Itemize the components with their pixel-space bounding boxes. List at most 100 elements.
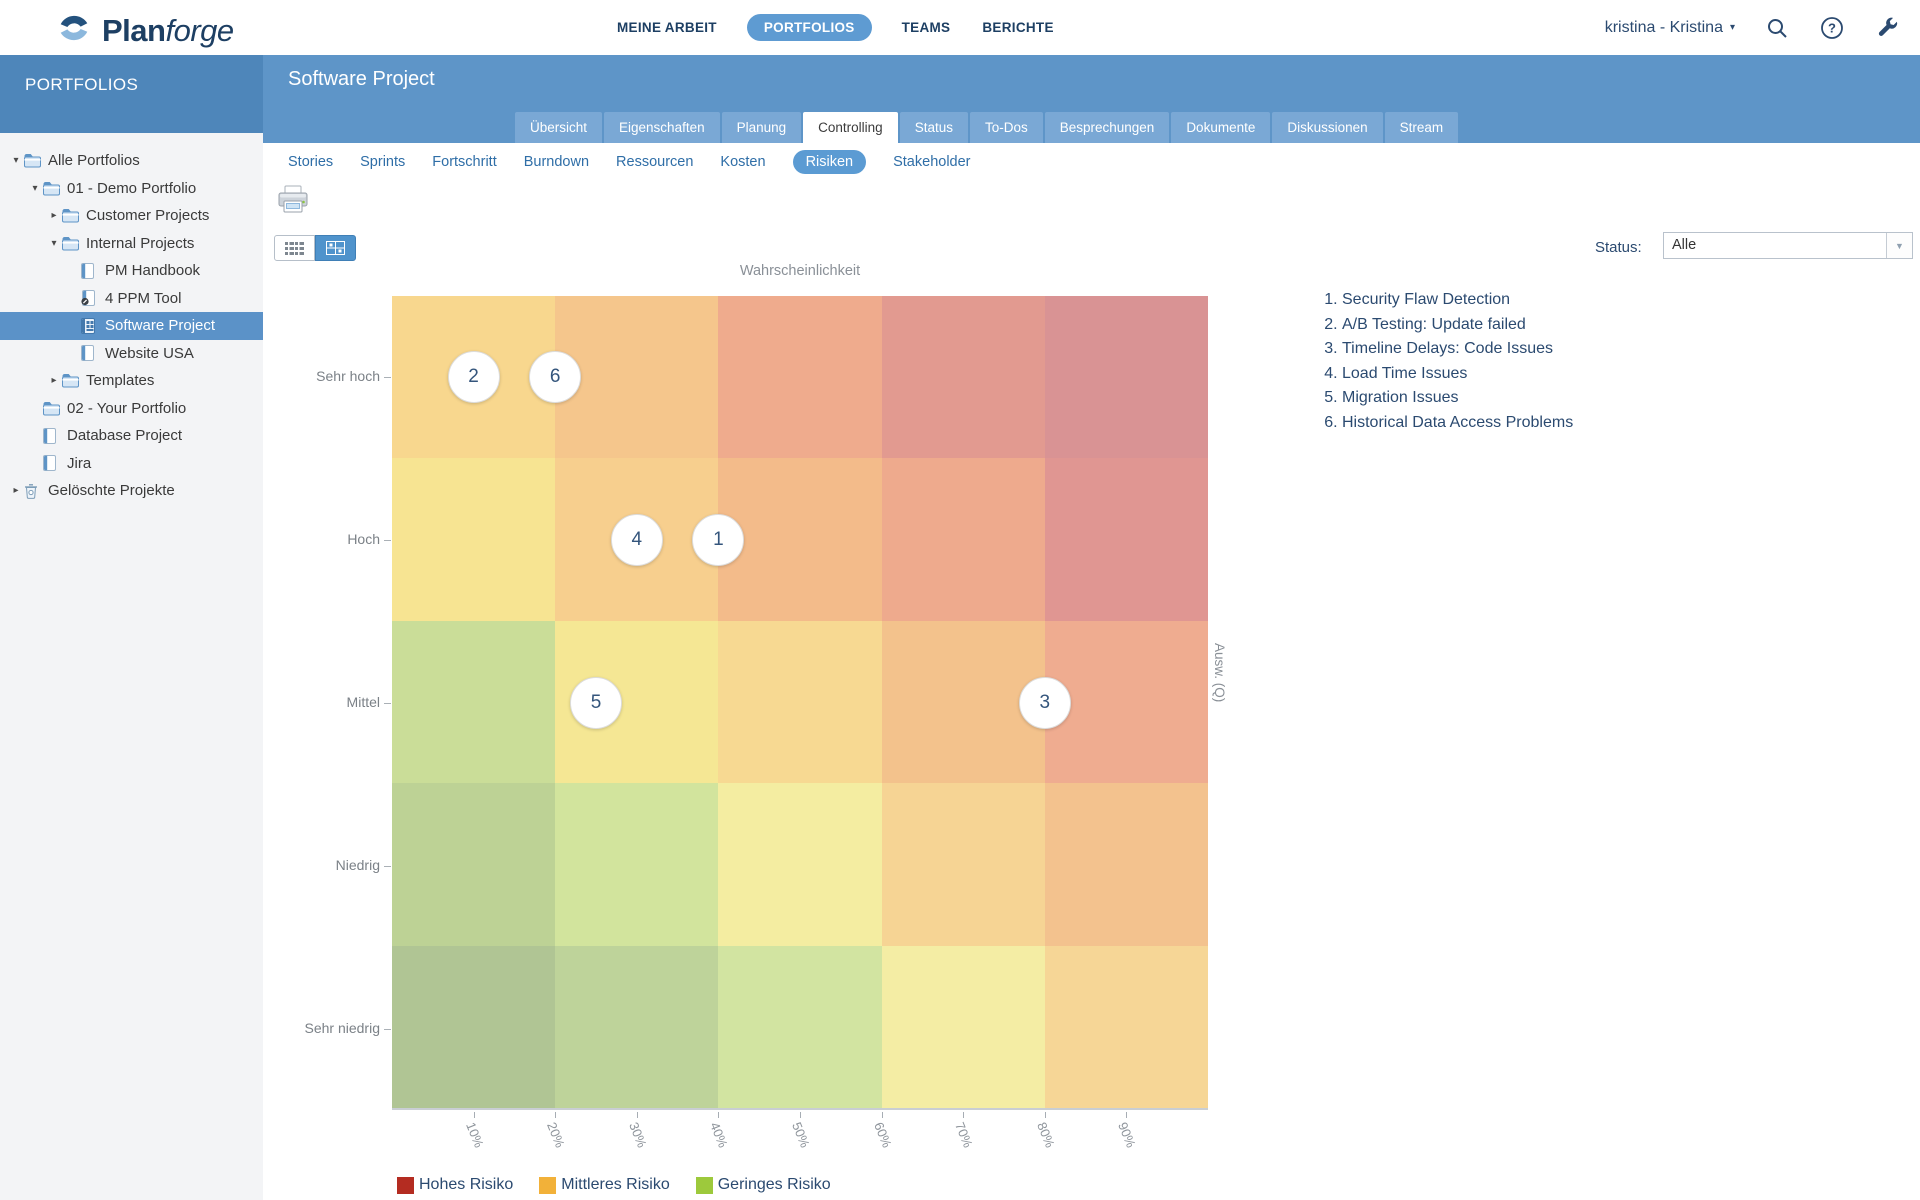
main-layout: PORTFOLIOS ▾ Alle Portfolios ▾ 01 - Demo Po…: [0, 55, 1920, 1200]
status-filter-dropdown[interactable]: Alle ▼: [1663, 232, 1913, 259]
matrix-cell-r5c1: [392, 945, 556, 1108]
tab-besprechungen[interactable]: Besprechungen: [1044, 112, 1170, 143]
top-nav-meine-arbeit[interactable]: MEINE ARBEIT: [617, 20, 717, 35]
user-menu[interactable]: kristina - Kristina ▾: [1605, 19, 1735, 37]
tree-item-customer-projects[interactable]: ▸ Customer Projects: [0, 202, 263, 230]
tree-item-database-project[interactable]: Database Project: [0, 422, 263, 450]
risk-bubble-5[interactable]: 5: [570, 677, 622, 729]
portfolio-tree: ▾ Alle Portfolios ▾ 01 - Demo Portfolio ▸ Cus…: [0, 133, 263, 505]
tree-arrow-expanded-icon[interactable]: ▾: [32, 182, 38, 194]
tree-arrow-collapsed-icon[interactable]: ▸: [51, 210, 57, 222]
matrix-cell-r3c5: [1044, 620, 1208, 784]
matrix-cell-r2c3: [718, 458, 882, 621]
tree-item-4-ppm-tool[interactable]: 4 PPM Tool: [0, 285, 263, 313]
top-nav-teams[interactable]: TEAMS: [901, 20, 951, 35]
legend-swatch: [539, 1176, 557, 1194]
y-tick: [384, 865, 391, 867]
search-icon[interactable]: [1764, 15, 1790, 41]
matrix-cell-r2c4: [881, 458, 1045, 621]
top-nav: MEINE ARBEIT PORTFOLIOS TEAMS BERICHTE: [615, 0, 1056, 55]
content-header: Software Project Übersicht Eigenschaften P…: [263, 55, 1920, 143]
tab-diskussionen[interactable]: Diskussionen: [1272, 112, 1383, 143]
risk-bubble-4[interactable]: 4: [610, 514, 663, 567]
tree-arrow-collapsed-icon[interactable]: ▸: [51, 375, 57, 387]
risk-list: Security Flaw Detection A/B Testing: Upda…: [1315, 290, 1573, 437]
tree-item-internal-projects[interactable]: ▾ Internal Projects: [0, 230, 263, 258]
y-label-niedrig: Niedrig: [335, 856, 380, 873]
tree-item-02-your-portfolio[interactable]: 02 - Your Portfolio: [0, 395, 263, 423]
legend: Hohes Risiko Mittleres Risiko Geringes Ris…: [397, 1176, 831, 1194]
tree-item-jira[interactable]: Jira: [0, 450, 263, 478]
top-nav-portfolios[interactable]: PORTFOLIOS: [746, 14, 872, 41]
y-label-sehr-hoch: Sehr hoch: [316, 368, 380, 385]
top-nav-berichte[interactable]: BERICHTE: [982, 20, 1054, 35]
subtab-sprints[interactable]: Sprints: [360, 154, 406, 170]
tab-eigenschaften[interactable]: Eigenschaften: [604, 112, 720, 143]
print-button[interactable]: [273, 183, 313, 217]
matrix-cell-r4c1: [392, 783, 556, 946]
page-title: Software Project: [288, 68, 435, 90]
list-view-button[interactable]: [274, 235, 315, 261]
risk-bubble-2[interactable]: 2: [447, 351, 500, 404]
x-tick: [555, 1112, 557, 1118]
tree-arrow-expanded-icon[interactable]: ▾: [51, 237, 57, 249]
risk-matrix: 1 2 3 4 5 6: [392, 296, 1208, 1110]
matrix-cell-r4c2: [555, 783, 719, 946]
tree-item-label: Website USA: [105, 344, 194, 362]
tree-item-geloschte-projekte[interactable]: ▸ Gelöschte Projekte: [0, 477, 263, 505]
tree-arrow-collapsed-icon[interactable]: ▸: [13, 485, 19, 497]
tab-status[interactable]: Status: [899, 112, 968, 143]
subtab-stakeholder[interactable]: Stakeholder: [893, 154, 971, 170]
tree-item-website-usa[interactable]: Website USA: [0, 340, 263, 368]
tab-stream[interactable]: Stream: [1384, 112, 1459, 143]
tree-item-label: 01 - Demo Portfolio: [67, 179, 197, 197]
planforge-logo-icon: [55, 9, 93, 52]
legend-label: Hohes Risiko: [419, 1176, 514, 1193]
planforge-logo[interactable]: Planforge: [55, 9, 234, 52]
y-label-sehr-niedrig: Sehr niedrig: [304, 1019, 381, 1036]
x-tick-label-50: 50%: [789, 1120, 813, 1150]
tree-arrow-expanded-icon[interactable]: ▾: [13, 155, 19, 167]
subtab-stories[interactable]: Stories: [288, 154, 334, 170]
x-tick: [800, 1112, 801, 1118]
subtab-ressourcen[interactable]: Ressourcen: [616, 154, 694, 170]
subtab-fortschritt[interactable]: Fortschritt: [432, 154, 497, 170]
matrix-cell-r4c5: [1044, 783, 1208, 946]
tree-item-label: Database Project: [67, 427, 183, 445]
matrix-view-button[interactable]: [315, 235, 356, 261]
x-tick-label-40: 40%: [707, 1120, 732, 1150]
x-tick: [636, 1112, 638, 1118]
sidebar: PORTFOLIOS ▾ Alle Portfolios ▾ 01 - Demo Po…: [0, 55, 263, 1200]
x-tick: [1126, 1112, 1128, 1118]
project-open-icon: [81, 317, 102, 334]
folder-icon: [24, 153, 45, 168]
dropdown-arrow-icon[interactable]: ▼: [1886, 233, 1912, 258]
legend-label: Geringes Risiko: [717, 1176, 831, 1193]
subtab-kosten[interactable]: Kosten: [720, 154, 766, 170]
x-tick: [881, 1112, 883, 1118]
x-axis-title: Wahrscheinlichkeit: [739, 263, 861, 279]
risk-bubble-1[interactable]: 1: [692, 514, 745, 567]
project-icon: [43, 427, 64, 444]
tab-dokumente[interactable]: Dokumente: [1171, 112, 1271, 143]
subtab-risiken[interactable]: Risiken: [792, 150, 867, 174]
tree-item-pm-handbook[interactable]: PM Handbook: [0, 257, 263, 285]
tab-ubersicht[interactable]: Übersicht: [515, 112, 603, 143]
x-tick: [718, 1112, 720, 1118]
subtab-bar: Stories Sprints Fortschritt Burndown Ressour…: [263, 143, 1920, 181]
matrix-view-icon: [326, 241, 345, 255]
risk-bubble-3[interactable]: 3: [1018, 677, 1071, 729]
legend-label: Mittleres Risiko: [561, 1176, 670, 1193]
wrench-icon[interactable]: [1874, 15, 1900, 41]
risk-bubble-6[interactable]: 6: [529, 351, 582, 404]
matrix-cell-r1c5: [1044, 296, 1208, 459]
tab-planung[interactable]: Planung: [721, 112, 802, 143]
tab-to-dos[interactable]: To-Dos: [969, 112, 1043, 143]
tree-item-alle-portfolios[interactable]: ▾ Alle Portfolios: [0, 147, 263, 175]
tree-item-templates[interactable]: ▸ Templates: [0, 367, 263, 395]
tree-item-software-project[interactable]: Software Project: [0, 312, 263, 340]
tab-controlling[interactable]: Controlling: [803, 112, 898, 143]
subtab-burndown[interactable]: Burndown: [523, 154, 590, 170]
help-icon[interactable]: ?: [1819, 15, 1845, 41]
tree-item-01-demo-portfolio[interactable]: ▾ 01 - Demo Portfolio: [0, 175, 263, 203]
